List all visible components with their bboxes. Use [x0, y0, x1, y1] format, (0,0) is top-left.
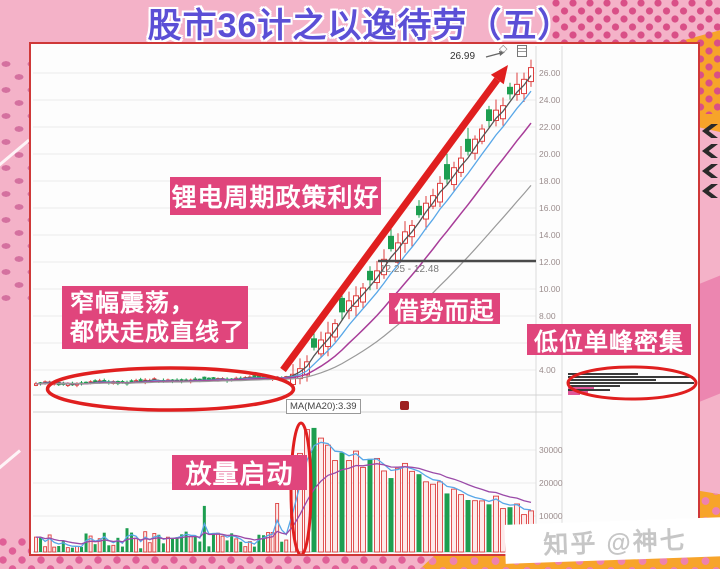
axis-tick: 10.00 [539, 284, 561, 294]
axis-tick: 14.00 [539, 230, 561, 240]
axis-tick: 22.00 [539, 122, 561, 132]
axis-tick: 18.00 [539, 176, 561, 186]
annotation-narrow-line1: 窄幅震荡， [70, 289, 195, 317]
watermark: 知乎 @神七 [504, 517, 720, 564]
annotation-lithium-policy: 锂电周期政策利好 [170, 177, 381, 215]
peak-price-label: 26.99 [450, 51, 476, 62]
dot-pattern-left [0, 58, 29, 303]
axis-tick: 12.00 [539, 257, 561, 267]
annotation-narrow-oscillation: 窄幅震荡， 都快走成直线了 [62, 286, 248, 349]
axis-tick: 10000 [539, 511, 563, 521]
axis-tick: 4.00 [539, 365, 556, 375]
document-icon[interactable] [517, 45, 527, 57]
annotation-low-single-peak: 低位单峰密集 [527, 324, 691, 356]
annotation-narrow-line2: 都快走成直线了 [70, 318, 245, 346]
axis-tick: 30000 [539, 445, 563, 455]
news-marker-icon [400, 401, 409, 410]
axis-tick: 16.00 [539, 203, 561, 213]
axis-tick: 20000 [539, 478, 563, 488]
ma20-value-box: MA(MA20):3.39 [286, 399, 361, 414]
axis-tick: 24.00 [539, 95, 561, 105]
diamond-icon[interactable]: ◇ [499, 43, 508, 55]
axis-tick: 20.00 [539, 149, 561, 159]
annotation-borrow-momentum: 借势而起 [389, 293, 500, 325]
price-range-label: 12.25 - 12.48 [380, 264, 439, 275]
annotation-volume-launch: 放量启动 [172, 455, 307, 490]
page-title: 股市36计之以逸待劳（五） [147, 7, 573, 45]
chevron-left-icon [702, 164, 718, 178]
white-streak [0, 449, 21, 474]
chevron-left-icon [702, 124, 718, 138]
axis-tick: 8.00 [539, 311, 556, 321]
chevron-left-icon [702, 144, 718, 158]
stock-chart-panel: 26.00 24.00 22.00 20.00 18.00 16.00 14.00 12.00… [29, 42, 700, 556]
chevron-decor [702, 124, 718, 204]
axis-tick: 26.00 [539, 68, 561, 78]
candlestick-chart [33, 46, 698, 554]
chevron-left-icon [702, 184, 718, 198]
